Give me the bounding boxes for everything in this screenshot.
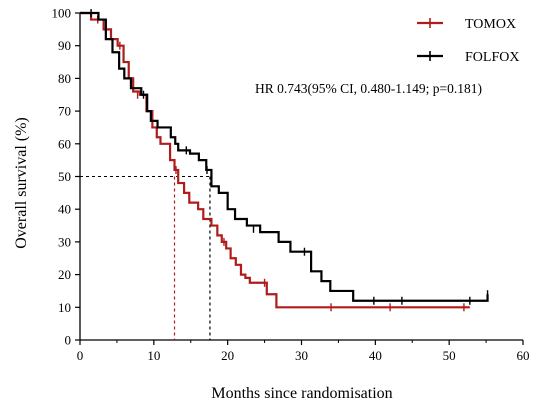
y-tick-label: 70 [58,104,71,119]
series-group [80,9,489,312]
legend-label-tomox: TOMOX [465,17,516,32]
series-line-folfox [80,11,489,302]
median-reference-lines [80,175,211,340]
y-tick-label: 60 [58,136,71,151]
y-tick-label: 20 [58,267,71,282]
axes: 0 10 20 30 40 50 60 0 10 20 30 40 50 60 70 80 90 100 [52,6,530,364]
legend-label-folfox: FOLFOX [465,50,519,65]
x-axis-label: Months since randomisation [211,385,392,402]
hazard-ratio-annotation: HR 0.743(95% CI, 0.480-1.149; p=0.181) [255,81,482,96]
x-tick-label: 60 [517,348,530,363]
y-axis-label: Overall survival (%) [13,117,30,249]
x-tick-label: 20 [221,348,234,363]
y-tick-label: 50 [58,169,71,184]
y-tick-label: 30 [58,234,71,249]
y-tick-label: 90 [58,38,71,53]
y-tick-label: 40 [58,202,71,217]
y-tick-label: 80 [58,71,71,86]
y-tick-label: 10 [58,300,71,315]
y-tick-label: 0 [65,333,72,348]
x-tick-label: 50 [443,348,456,363]
x-tick-label: 40 [369,348,382,363]
x-tick-label: 10 [147,348,160,363]
x-tick-label: 30 [295,348,308,363]
x-tick-label: 0 [77,348,84,363]
series-line-tomox [80,11,470,309]
y-tick-label: 100 [52,6,72,21]
legend: TOMOX FOLFOX [417,17,519,65]
